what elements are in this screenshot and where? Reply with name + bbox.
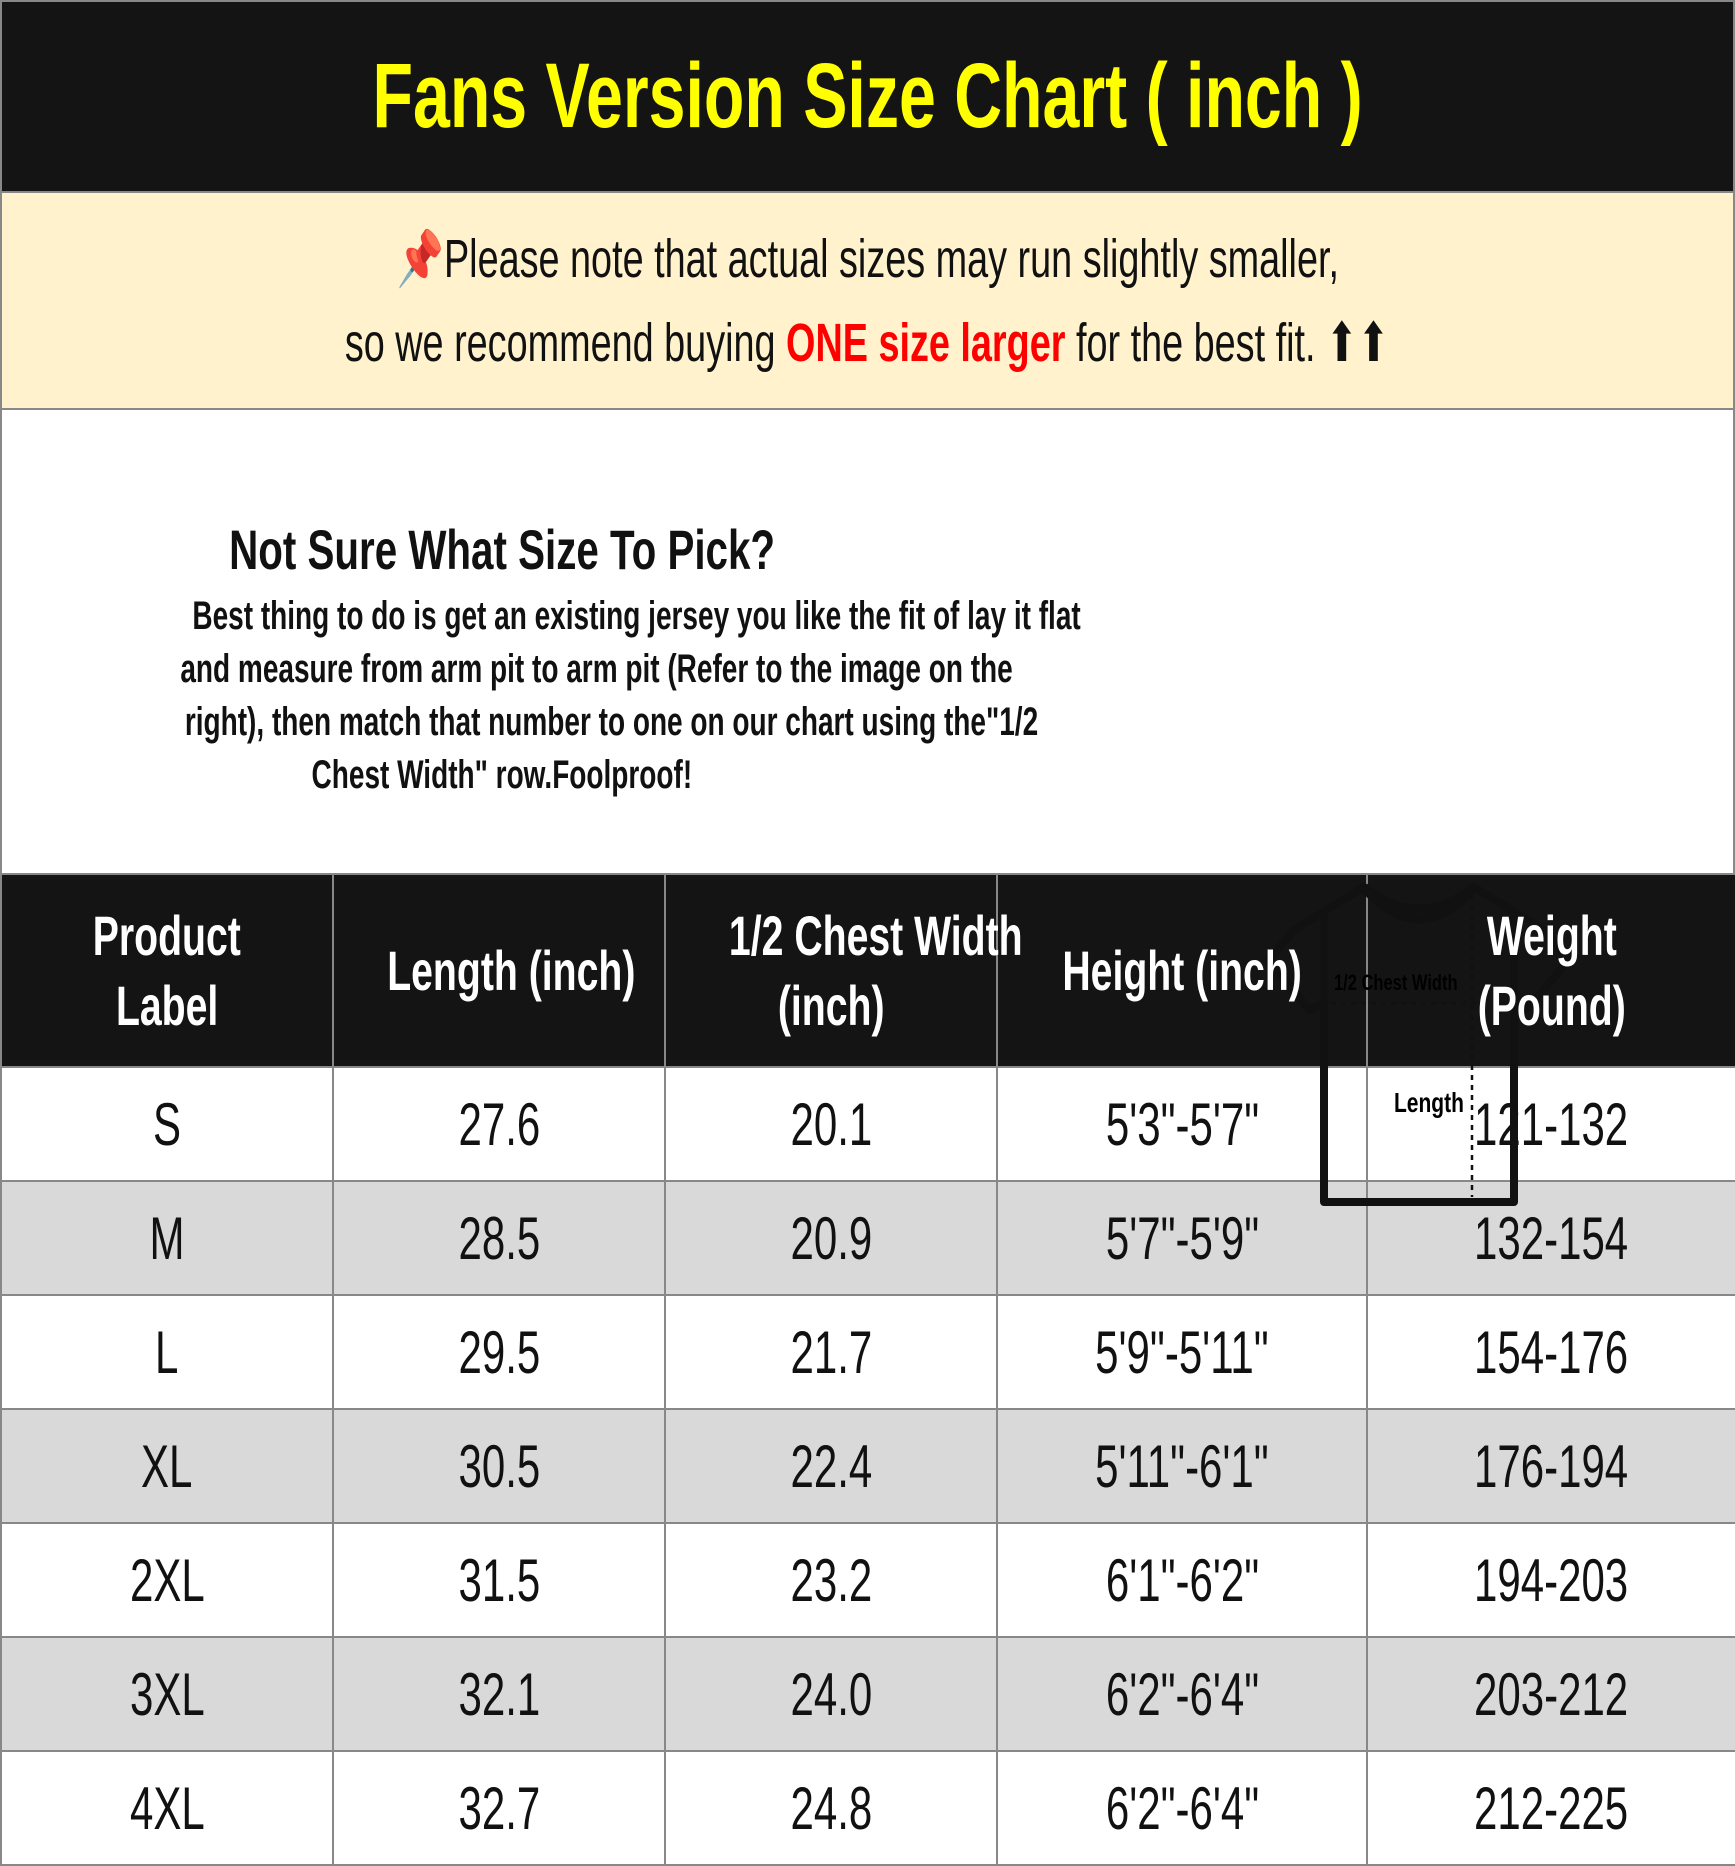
table-cell: 194-203	[1366, 1522, 1735, 1638]
table-cell: 21.7	[664, 1294, 998, 1410]
table-cell: 22.4	[664, 1408, 998, 1524]
table-row: S 27.6 20.1 5'3"-5'7" 121-132	[0, 1066, 1735, 1182]
table-cell: 31.5	[332, 1522, 666, 1638]
table-cell: 27.6	[332, 1066, 666, 1182]
table-row: 2XL 31.5 23.2 6'1"-6'2" 194-203	[0, 1522, 1735, 1638]
table-cell: 121-132	[1366, 1066, 1735, 1182]
table-cell: 32.7	[332, 1750, 666, 1866]
table-cell: 5'9"-5'11"	[996, 1294, 1368, 1410]
table-row: M 28.5 20.9 5'7"-5'9" 132-154	[0, 1180, 1735, 1296]
table-cell: 5'3"-5'7"	[996, 1066, 1368, 1182]
table-cell: 5'11"-6'1"	[996, 1408, 1368, 1524]
table-cell: 2XL	[0, 1522, 334, 1638]
table-cell: 29.5	[332, 1294, 666, 1410]
tshirt-diagram: 1/2 Chest Width Length	[1265, 883, 1573, 1206]
guide-line: Chest Width" row.Foolproof!	[311, 753, 693, 797]
table-cell: 6'2"-6'4"	[996, 1750, 1368, 1866]
guide-line: and measure from arm pit to arm pit (Ref…	[180, 647, 1013, 691]
column-header: Length (inch)	[332, 873, 666, 1068]
size-table: Product Label Length (inch) 1/2 Chest Width…	[0, 873, 1735, 1866]
column-header: Product Label	[0, 873, 334, 1068]
table-cell: M	[0, 1180, 334, 1296]
table-cell: 5'7"-5'9"	[996, 1180, 1368, 1296]
guide-heading: Not Sure What Size To Pick?	[229, 518, 775, 581]
table-cell: 30.5	[332, 1408, 666, 1524]
table-cell: 6'1"-6'2"	[996, 1522, 1368, 1638]
sizing-note: 📌Please note that actual sizes may run s…	[0, 193, 1735, 410]
table-row: XL 30.5 22.4 5'11"-6'1" 176-194	[0, 1408, 1735, 1524]
table-row: 4XL 32.7 24.8 6'2"-6'4" 212-225	[0, 1750, 1735, 1866]
fit-guide: Not Sure What Size To Pick? Best thing t…	[0, 410, 1735, 1206]
table-cell: 212-225	[1366, 1750, 1735, 1866]
table-row: L 29.5 21.7 5'9"-5'11" 154-176	[0, 1294, 1735, 1410]
table-cell: 28.5	[332, 1180, 666, 1296]
column-header: 1/2 Chest Width (inch)	[664, 873, 1023, 1068]
chest-label: 1/2 Chest Width	[1334, 971, 1458, 996]
table-cell: 23.2	[664, 1522, 998, 1638]
table-cell: 6'2"-6'4"	[996, 1636, 1368, 1752]
column-header: Height (inch)	[996, 873, 1368, 1068]
table-row: 3XL 32.1 24.0 6'2"-6'4" 203-212	[0, 1636, 1735, 1752]
table-cell: 32.1	[332, 1636, 666, 1752]
page-title: Fans Version Size Chart ( inch )	[0, 0, 1735, 193]
pushpin-icon: 📌	[396, 228, 444, 289]
note-highlight: ONE size larger	[786, 312, 1066, 373]
table-cell: L	[0, 1294, 334, 1410]
table-cell: 24.0	[664, 1636, 998, 1752]
table-cell: XL	[0, 1408, 334, 1524]
length-label: Length	[1394, 1088, 1464, 1119]
guide-line: right), then match that number to one on…	[184, 700, 1039, 744]
table-cell: 154-176	[1366, 1294, 1735, 1410]
table-cell: 24.8	[664, 1750, 998, 1866]
table-cell: 20.9	[664, 1180, 998, 1296]
table-cell: 20.1	[664, 1066, 998, 1182]
table-cell: S	[0, 1066, 334, 1182]
table-cell: 176-194	[1366, 1408, 1735, 1524]
table-cell: 203-212	[1366, 1636, 1735, 1752]
guide-line: Best thing to do is get an existing jers…	[192, 594, 1081, 638]
table-cell: 4XL	[0, 1750, 334, 1866]
table-cell: 3XL	[0, 1636, 334, 1752]
